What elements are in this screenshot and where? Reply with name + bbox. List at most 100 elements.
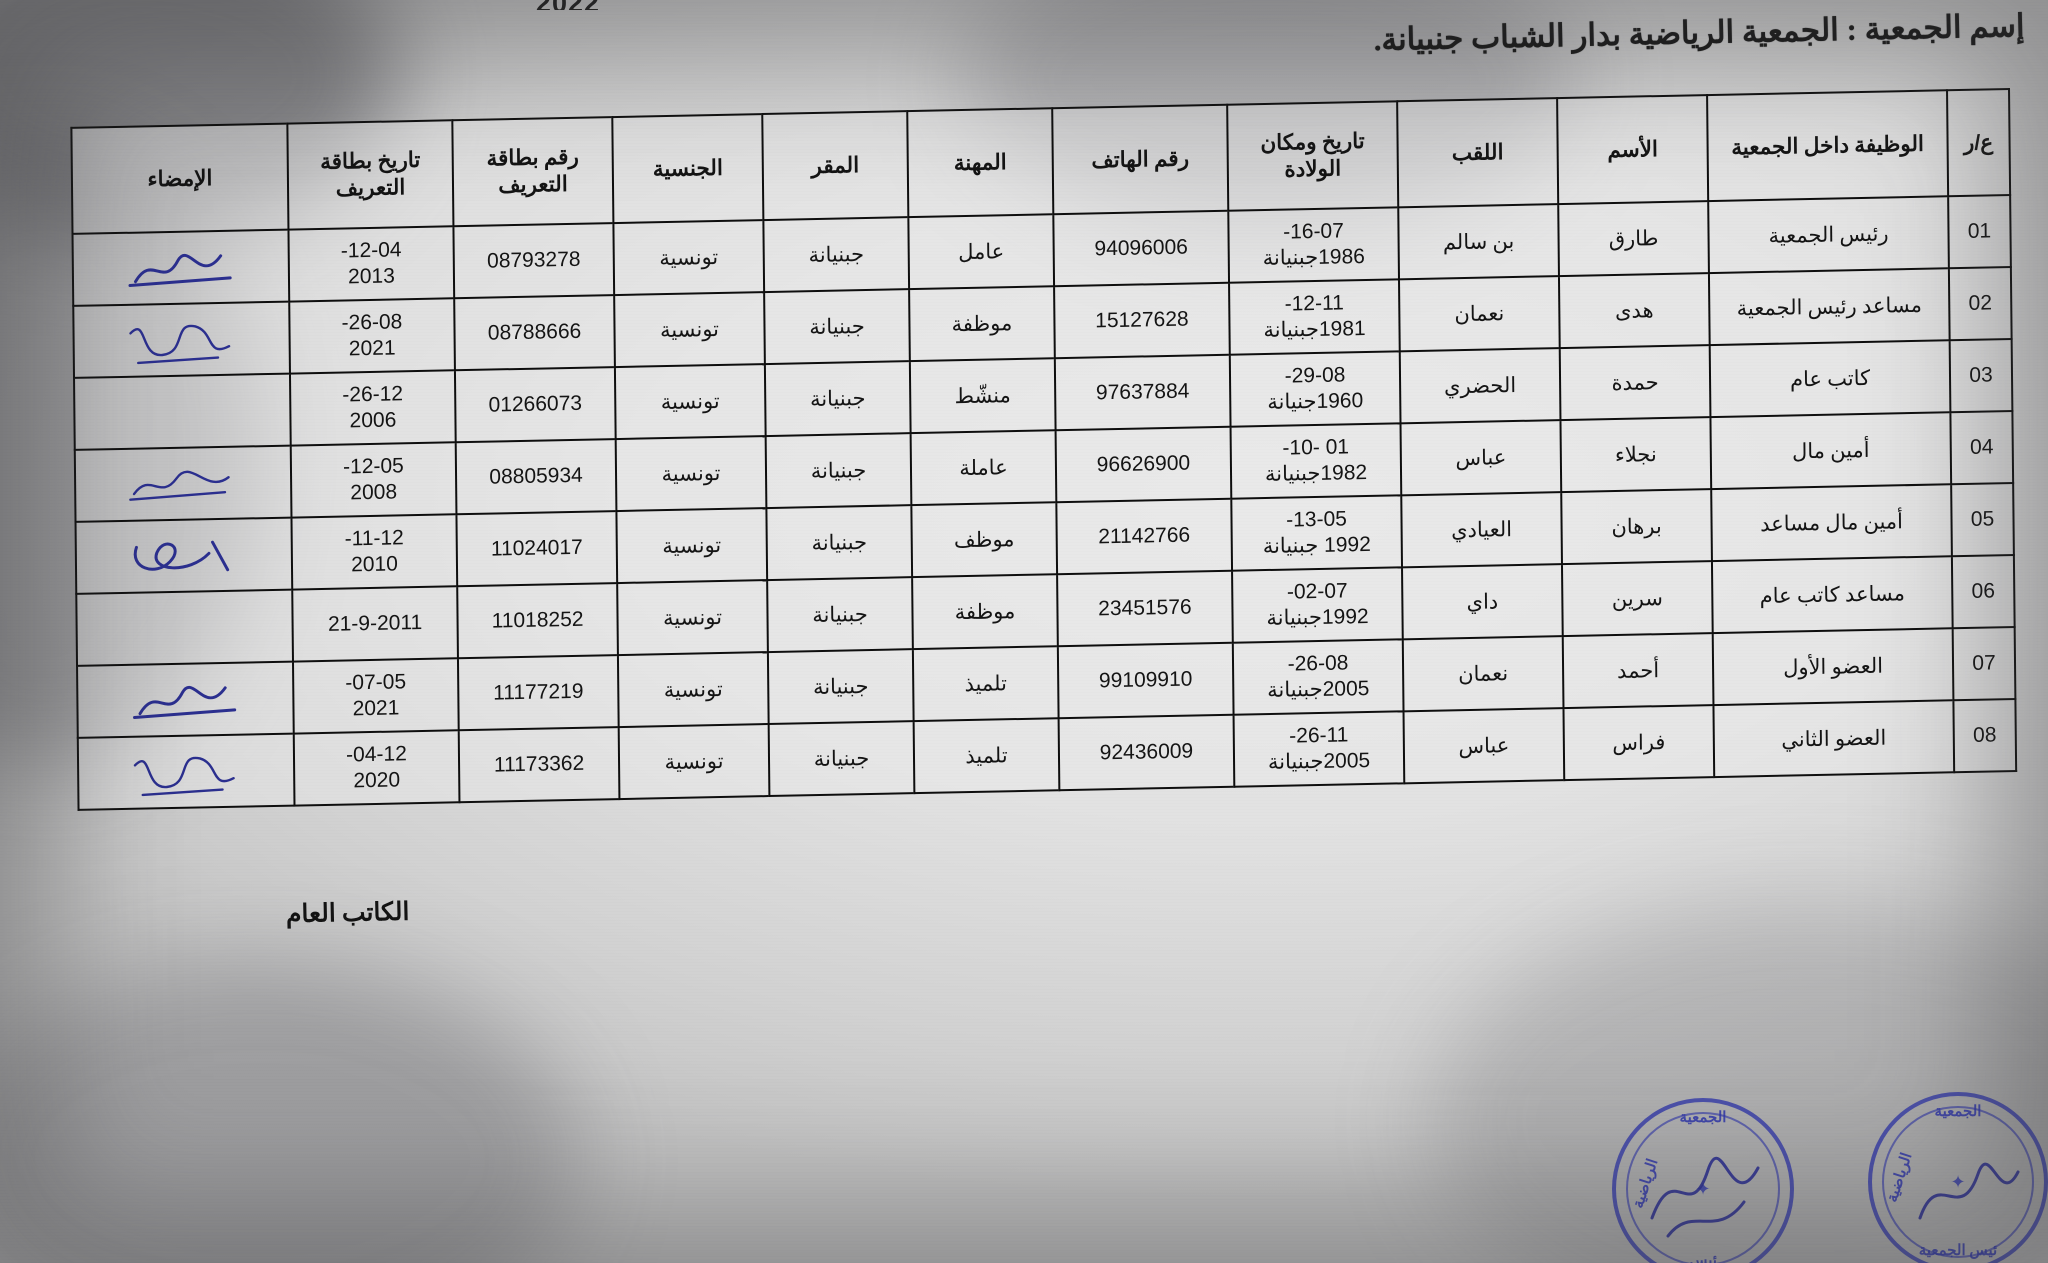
cell-ord: 01 xyxy=(1948,195,2011,269)
id-date-line-1: 12-04- xyxy=(340,238,402,263)
cell-last-name: بن سالم xyxy=(1398,204,1559,280)
cell-nationality: تونسية xyxy=(614,364,766,440)
cell-signature xyxy=(75,517,293,594)
header-first-name: الأسم xyxy=(1557,95,1709,205)
stamp-line-3: ئيس الجمعية xyxy=(1918,1243,1998,1259)
cell-id-date: 07-05- 2021 xyxy=(292,658,459,734)
table-row: 05 أمين مال مساعد برهان العيادي 13-05- 1992 ج… xyxy=(75,483,2014,594)
cell-birth: 01 -10- 1982جبنيانة xyxy=(1230,423,1402,499)
cell-id-number: 11024017 xyxy=(456,511,618,587)
members-table: ع/ر الوظيفة داخل الجمعية الأسم اللقب تار… xyxy=(70,88,2017,811)
cell-last-name: عباس xyxy=(1403,708,1565,784)
cell-role: أمين مال مساعد xyxy=(1711,484,1952,562)
cell-birth: 13-05- 1992 جبنيانة xyxy=(1231,495,1403,571)
cell-first-name: نجلاء xyxy=(1560,417,1712,493)
cell-ord: 08 xyxy=(1953,699,2017,773)
cell-nationality: تونسية xyxy=(617,652,769,728)
signature-ink xyxy=(128,253,232,287)
cell-nationality: تونسية xyxy=(615,436,767,512)
cell-signature xyxy=(74,373,291,450)
cell-last-name: العيادي xyxy=(1401,492,1562,568)
id-date-line-2: 2006 xyxy=(349,408,397,433)
cell-birth: 02-07- 1992جبنيانة xyxy=(1232,567,1403,643)
header-birth: تاريخ ومكان الولادة xyxy=(1227,101,1399,211)
cell-role: رئيس الجمعية xyxy=(1708,196,1949,274)
cell-job: موظف xyxy=(911,502,1058,578)
stamp-outer-ring xyxy=(1612,1098,1794,1263)
birth-date: 01 -10- xyxy=(1282,435,1350,460)
id-date-line-2: 2021 xyxy=(352,696,400,721)
cell-last-name: نعمان xyxy=(1402,636,1564,712)
id-date-line-2: 2020 xyxy=(353,768,401,793)
cell-address: جبنيانة xyxy=(764,361,911,437)
cell-phone: 96626900 xyxy=(1055,426,1232,503)
header-job: المهنة xyxy=(907,108,1054,218)
cell-job: تلميذ xyxy=(913,718,1060,794)
table-row: 02 مساعد رئيس الجمعية هدى نعمان 12-11- 1981جب… xyxy=(73,267,2012,378)
birth-place: 1986جبنيانة xyxy=(1262,244,1365,271)
cell-first-name: برهان xyxy=(1561,489,1712,565)
cell-address: جبنيانة xyxy=(764,289,910,365)
id-date-line-1: 04-12- xyxy=(345,742,407,767)
cell-birth: 29-08- 1960جنيانة xyxy=(1229,351,1401,427)
cell-role: كاتب عام xyxy=(1709,340,1951,418)
cell-first-name: أحمد xyxy=(1562,633,1714,709)
stamp-line-3: ئيس xyxy=(1689,1253,1717,1263)
cell-job: منشّط xyxy=(909,358,1056,434)
stamp-text: الجمعية الرياضية ئيس xyxy=(1612,1098,1794,1263)
cell-phone: 94096006 xyxy=(1053,210,1230,287)
cell-address: جبنيانة xyxy=(763,217,910,293)
cell-role: العضو الثاني xyxy=(1713,700,1955,778)
cell-phone: 21142766 xyxy=(1056,498,1233,575)
stamp-signature-ink xyxy=(1650,1156,1760,1238)
cell-address: جبنيانة xyxy=(768,721,915,797)
birth-date: 13-05- xyxy=(1286,507,1347,532)
cell-id-number: 11018252 xyxy=(457,583,618,659)
id-date-line-2: 2010 xyxy=(350,552,398,577)
association-stamp-left: ✦ الجمعية الرياضية ئيس xyxy=(1612,1098,1794,1263)
cell-signature xyxy=(73,301,290,378)
cell-id-number: 08793278 xyxy=(453,223,615,299)
cell-nationality: تونسية xyxy=(617,580,768,656)
birth-place: 1982جبنيانة xyxy=(1264,460,1368,487)
members-table-container: ع/ر الوظيفة داخل الجمعية الأسم اللقب تار… xyxy=(60,88,2018,887)
cell-phone: 23451576 xyxy=(1057,570,1233,647)
stamp-star-icon: ✦ xyxy=(1950,1172,1966,1192)
birth-place: 1992جبنيانة xyxy=(1266,604,1369,631)
cell-id-number: 11177219 xyxy=(457,655,619,731)
signature-ink xyxy=(129,324,231,365)
stamp-star-icon: ✦ xyxy=(1695,1179,1711,1199)
cell-phone: 92436009 xyxy=(1058,714,1235,791)
cell-address: جبنيانة xyxy=(767,649,914,725)
cell-phone: 15127628 xyxy=(1054,282,1230,359)
cell-signature xyxy=(77,661,294,738)
cell-nationality: تونسية xyxy=(614,292,765,368)
table-row: 08 العضو الثاني فراس عباس 26-11- 2005جبنيانة 9… xyxy=(77,699,2017,810)
table-row: 07 العضو الأول أحمد نعمان 26-08- 2005جبنيانة 9… xyxy=(77,627,2016,738)
id-date-line-1: 26-08- xyxy=(341,310,403,335)
cell-birth: 26-11- 2005جبنيانة xyxy=(1233,711,1405,787)
cell-first-name: فراس xyxy=(1563,705,1715,781)
cell-address: جبنيانة xyxy=(765,433,912,509)
birth-date: 29-08- xyxy=(1284,363,1346,388)
cell-job: موظفة xyxy=(909,286,1055,362)
cell-last-name: داي xyxy=(1402,564,1563,640)
birth-place: 1992 جبنيانة xyxy=(1262,532,1371,559)
cell-id-number: 01266073 xyxy=(454,367,616,443)
cell-nationality: تونسية xyxy=(613,220,765,296)
header-address: المقر xyxy=(762,111,909,221)
stamp-text: الجمعية الرياضية ئيس الجمعية xyxy=(1868,1092,2048,1263)
cell-nationality: تونسية xyxy=(616,508,768,584)
cell-ord: 05 xyxy=(1951,483,2014,557)
cell-ord: 04 xyxy=(1950,411,2014,485)
cell-last-name: نعمان xyxy=(1398,276,1560,352)
cell-birth: 12-11- 1981جبنيانة xyxy=(1229,279,1400,355)
header-last-name: اللقب xyxy=(1397,98,1559,208)
cell-id-date: 26-12- 2006 xyxy=(289,370,456,446)
cell-job: تلميذ xyxy=(912,646,1059,722)
id-date-line-1: 21-9-2011 xyxy=(327,610,423,636)
cell-birth: 26-08- 2005جبنيانة xyxy=(1232,639,1404,715)
id-date-line-2: 2021 xyxy=(348,336,396,361)
header-id-date: تاريخ بطاقة التعريف xyxy=(287,120,454,230)
cell-last-name: عباس xyxy=(1400,420,1562,496)
